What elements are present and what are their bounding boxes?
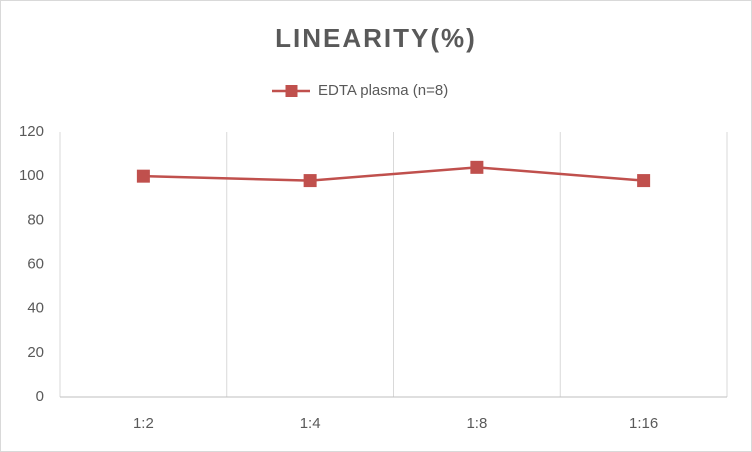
y-tick-label: 100: [19, 167, 44, 184]
legend-label: EDTA plasma (n=8): [318, 82, 448, 99]
y-tick-label: 20: [27, 344, 44, 361]
point: [470, 160, 484, 174]
x-tick-label: 1:2: [133, 415, 154, 432]
x-tick-label: 1:8: [466, 415, 487, 432]
legend-marker: [285, 85, 298, 97]
x-tick-label: 1:16: [629, 415, 658, 432]
y-tick-label: 60: [27, 255, 44, 272]
point: [303, 174, 317, 188]
point: [637, 174, 651, 188]
series-line: [143, 166, 644, 182]
x-tick-label: 1:4: [300, 415, 321, 432]
y-tick-label: 120: [19, 123, 44, 140]
chart-title: LINEARITY(%): [275, 23, 477, 53]
y-tick-label: 0: [36, 388, 44, 405]
point: [136, 169, 150, 183]
y-tick-label: 80: [27, 211, 44, 228]
y-tick-label: 40: [27, 300, 44, 317]
